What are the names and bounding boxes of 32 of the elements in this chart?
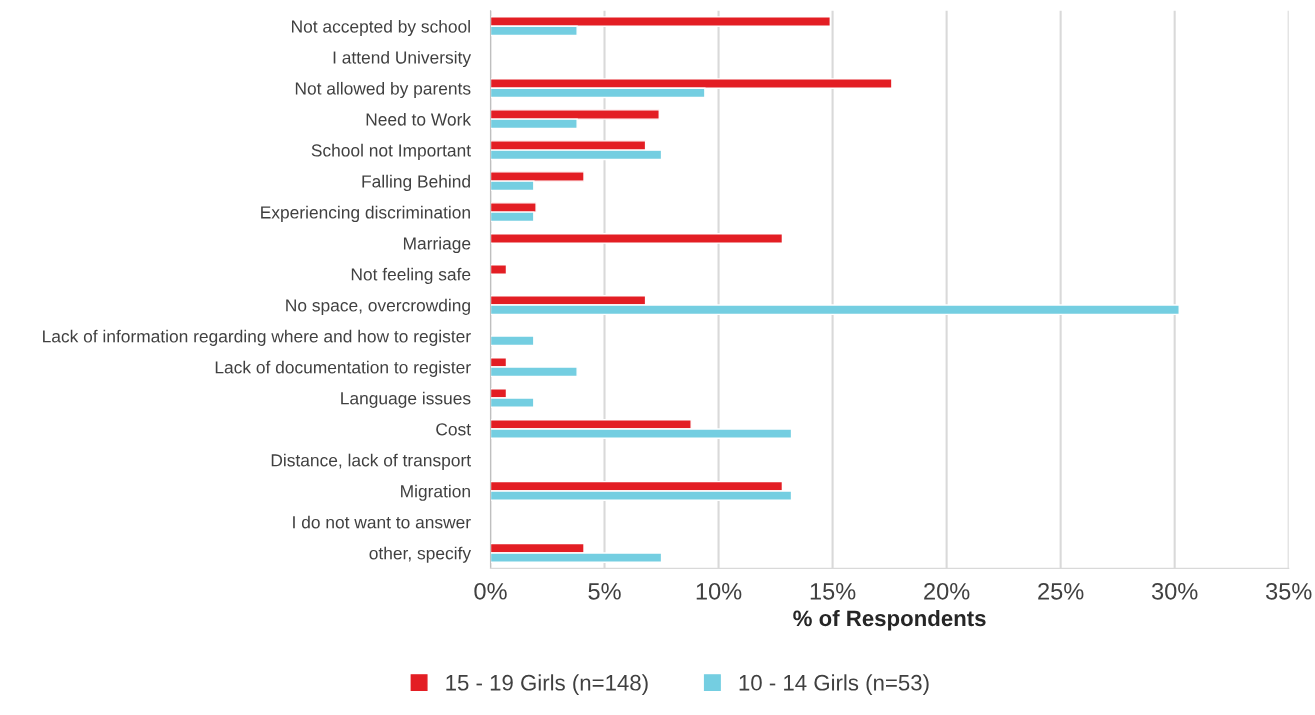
y-tick-label: Cost: [436, 423, 471, 436]
y-tick-label: No space, overcrowding: [286, 298, 470, 315]
y-tick-label: School not Important: [311, 143, 471, 161]
x-tick-label: 15%: [810, 583, 856, 600]
y-tick-label: Not feeling safe: [351, 267, 471, 284]
y-tick-label: Not allowed by parents: [295, 81, 471, 99]
y-tick-label: Experiencing discrimination: [261, 205, 470, 223]
x-tick-label: 5%: [588, 583, 621, 600]
x-axis-title: % of Respondents: [793, 609, 986, 631]
bar: [490, 335, 535, 347]
y-tick-label: Marriage: [403, 236, 471, 253]
y-tick-label: Not accepted by school: [292, 19, 470, 37]
bar: [490, 264, 508, 275]
x-tick-label: 35%: [1265, 582, 1312, 600]
y-tick-label: Language issues: [341, 391, 471, 408]
x-tick-label: 25%: [1038, 582, 1084, 600]
bar: [490, 233, 784, 244]
x-tick-label: 10%: [696, 582, 742, 600]
legend-label: 15 - 19 Girls (n=148): [446, 674, 648, 695]
y-tick-label: Lack of information regarding where and how to register: [43, 329, 471, 346]
y-tick-label: Lack of documentation to register: [215, 360, 471, 377]
y-tick-label: Need to Work: [366, 112, 472, 126]
y-tick-label: Falling Behind: [362, 174, 470, 192]
x-tick-label: 20%: [924, 582, 970, 600]
y-tick-label: Migration: [401, 484, 470, 501]
x-tick-label: 30%: [1151, 582, 1198, 600]
y-tick-label: I attend University: [333, 50, 472, 68]
y-tick-label: Distance, lack of transport: [271, 453, 471, 470]
y-tick-label: other, specify: [369, 546, 472, 563]
y-tick-label: I do not want to answer: [293, 515, 471, 529]
legend-label: 10 - 14 Girls (n=53): [739, 674, 929, 695]
x-tick-label: 0%: [474, 582, 507, 600]
